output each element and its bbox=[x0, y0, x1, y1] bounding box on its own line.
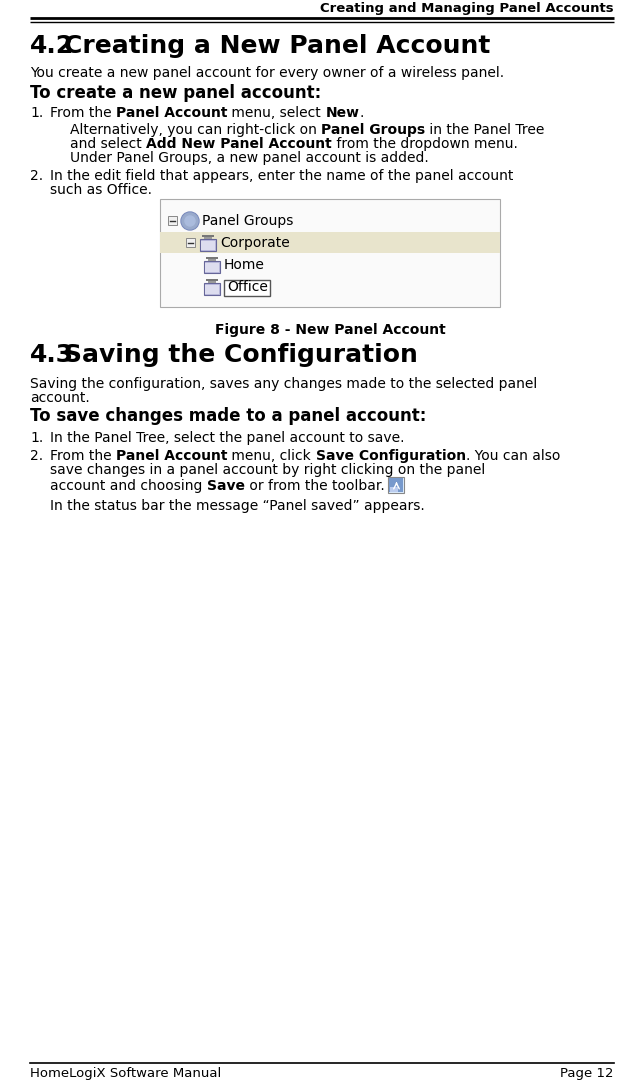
Text: 1.: 1. bbox=[30, 432, 43, 445]
Text: menu, select: menu, select bbox=[227, 107, 326, 120]
Text: Figure 8 - New Panel Account: Figure 8 - New Panel Account bbox=[214, 323, 446, 337]
Bar bbox=[186, 238, 195, 247]
Text: Save: Save bbox=[207, 479, 245, 493]
Bar bbox=[390, 487, 399, 492]
Text: account.: account. bbox=[30, 391, 90, 405]
Text: HomeLogiX Software Manual: HomeLogiX Software Manual bbox=[30, 1067, 222, 1080]
Text: save changes in a panel account by right clicking on the panel: save changes in a panel account by right… bbox=[50, 463, 485, 477]
Circle shape bbox=[185, 216, 195, 226]
Text: 2.: 2. bbox=[30, 168, 43, 183]
Text: or from the toolbar.: or from the toolbar. bbox=[245, 479, 384, 493]
Bar bbox=[205, 263, 219, 272]
Text: Office: Office bbox=[227, 280, 268, 293]
Text: from the dropdown menu.: from the dropdown menu. bbox=[332, 137, 518, 151]
Text: Page 12: Page 12 bbox=[560, 1067, 614, 1080]
Bar bbox=[390, 478, 404, 492]
Text: such as Office.: such as Office. bbox=[50, 183, 152, 197]
Text: in the Panel Tree: in the Panel Tree bbox=[426, 123, 545, 137]
Text: To create a new panel account:: To create a new panel account: bbox=[30, 84, 321, 102]
Text: Under Panel Groups, a new panel account is added.: Under Panel Groups, a new panel account … bbox=[70, 151, 429, 165]
Bar bbox=[204, 261, 220, 273]
Bar bbox=[200, 239, 216, 251]
Text: Save Configuration: Save Configuration bbox=[316, 449, 466, 463]
Text: Saving the configuration, saves any changes made to the selected panel: Saving the configuration, saves any chan… bbox=[30, 377, 537, 391]
Text: 1.: 1. bbox=[30, 107, 43, 120]
Bar bbox=[201, 241, 215, 250]
Text: and select: and select bbox=[70, 137, 146, 151]
Text: Alternatively, you can right-click on: Alternatively, you can right-click on bbox=[70, 123, 321, 137]
Text: To save changes made to a panel account:: To save changes made to a panel account: bbox=[30, 407, 426, 425]
Bar bbox=[202, 235, 214, 237]
Bar bbox=[206, 279, 218, 282]
Text: New: New bbox=[326, 107, 359, 120]
Text: 2.: 2. bbox=[30, 449, 43, 463]
Bar bbox=[208, 258, 216, 261]
Bar bbox=[208, 280, 216, 283]
Text: From the: From the bbox=[50, 107, 116, 120]
Text: In the edit field that appears, enter the name of the panel account: In the edit field that appears, enter th… bbox=[50, 168, 513, 183]
Bar bbox=[168, 216, 177, 225]
Bar bbox=[204, 236, 212, 239]
Text: Home: Home bbox=[224, 258, 265, 272]
Text: Saving the Configuration: Saving the Configuration bbox=[64, 343, 418, 367]
Text: You create a new panel account for every owner of a wireless panel.: You create a new panel account for every… bbox=[30, 66, 504, 80]
Bar bbox=[160, 199, 500, 307]
Text: Corporate: Corporate bbox=[220, 236, 290, 250]
Text: Panel Account: Panel Account bbox=[116, 107, 227, 120]
Text: menu, click: menu, click bbox=[227, 449, 316, 463]
Text: Panel Account: Panel Account bbox=[116, 449, 227, 463]
Text: .: . bbox=[359, 107, 364, 120]
Text: 4.2: 4.2 bbox=[30, 34, 74, 58]
Text: From the: From the bbox=[50, 449, 116, 463]
Text: Add New Panel Account: Add New Panel Account bbox=[146, 137, 332, 151]
Text: Panel Groups: Panel Groups bbox=[321, 123, 426, 137]
Text: In the Panel Tree, select the panel account to save.: In the Panel Tree, select the panel acco… bbox=[50, 432, 404, 445]
Text: Panel Groups: Panel Groups bbox=[202, 214, 294, 228]
Bar bbox=[388, 477, 404, 493]
Circle shape bbox=[181, 212, 199, 230]
Text: account and choosing: account and choosing bbox=[50, 479, 207, 493]
Bar bbox=[224, 280, 270, 296]
Text: In the status bar the message “Panel saved” appears.: In the status bar the message “Panel sav… bbox=[50, 499, 425, 513]
Bar bbox=[205, 285, 219, 293]
Circle shape bbox=[182, 213, 198, 229]
Text: . You can also: . You can also bbox=[466, 449, 560, 463]
Text: Creating a New Panel Account: Creating a New Panel Account bbox=[64, 34, 490, 58]
Text: Creating and Managing Panel Accounts: Creating and Managing Panel Accounts bbox=[320, 2, 614, 15]
Bar bbox=[160, 232, 500, 253]
Bar bbox=[206, 257, 218, 259]
Bar bbox=[204, 283, 220, 295]
Text: 4.3: 4.3 bbox=[30, 343, 74, 367]
